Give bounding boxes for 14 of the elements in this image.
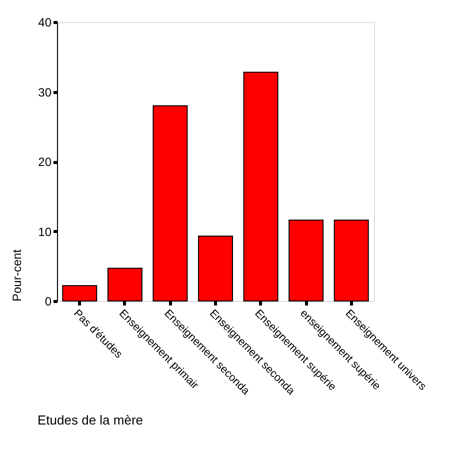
y-tick-label: 40: [38, 16, 52, 30]
x-axis-title: Etudes de la mère: [38, 412, 144, 428]
bar: [152, 105, 188, 302]
y-tick-label: 10: [38, 224, 52, 239]
bar: [334, 220, 369, 302]
y-tick-label: 0: [44, 294, 52, 308]
bar: [288, 220, 324, 302]
bar: [107, 268, 142, 302]
bar: [62, 285, 98, 302]
bar: [198, 236, 233, 302]
bar: [243, 72, 278, 302]
y-tick-label: 30: [38, 85, 52, 100]
y-axis-title: Pour-cent: [10, 248, 24, 302]
y-tick-label: 20: [38, 155, 52, 169]
